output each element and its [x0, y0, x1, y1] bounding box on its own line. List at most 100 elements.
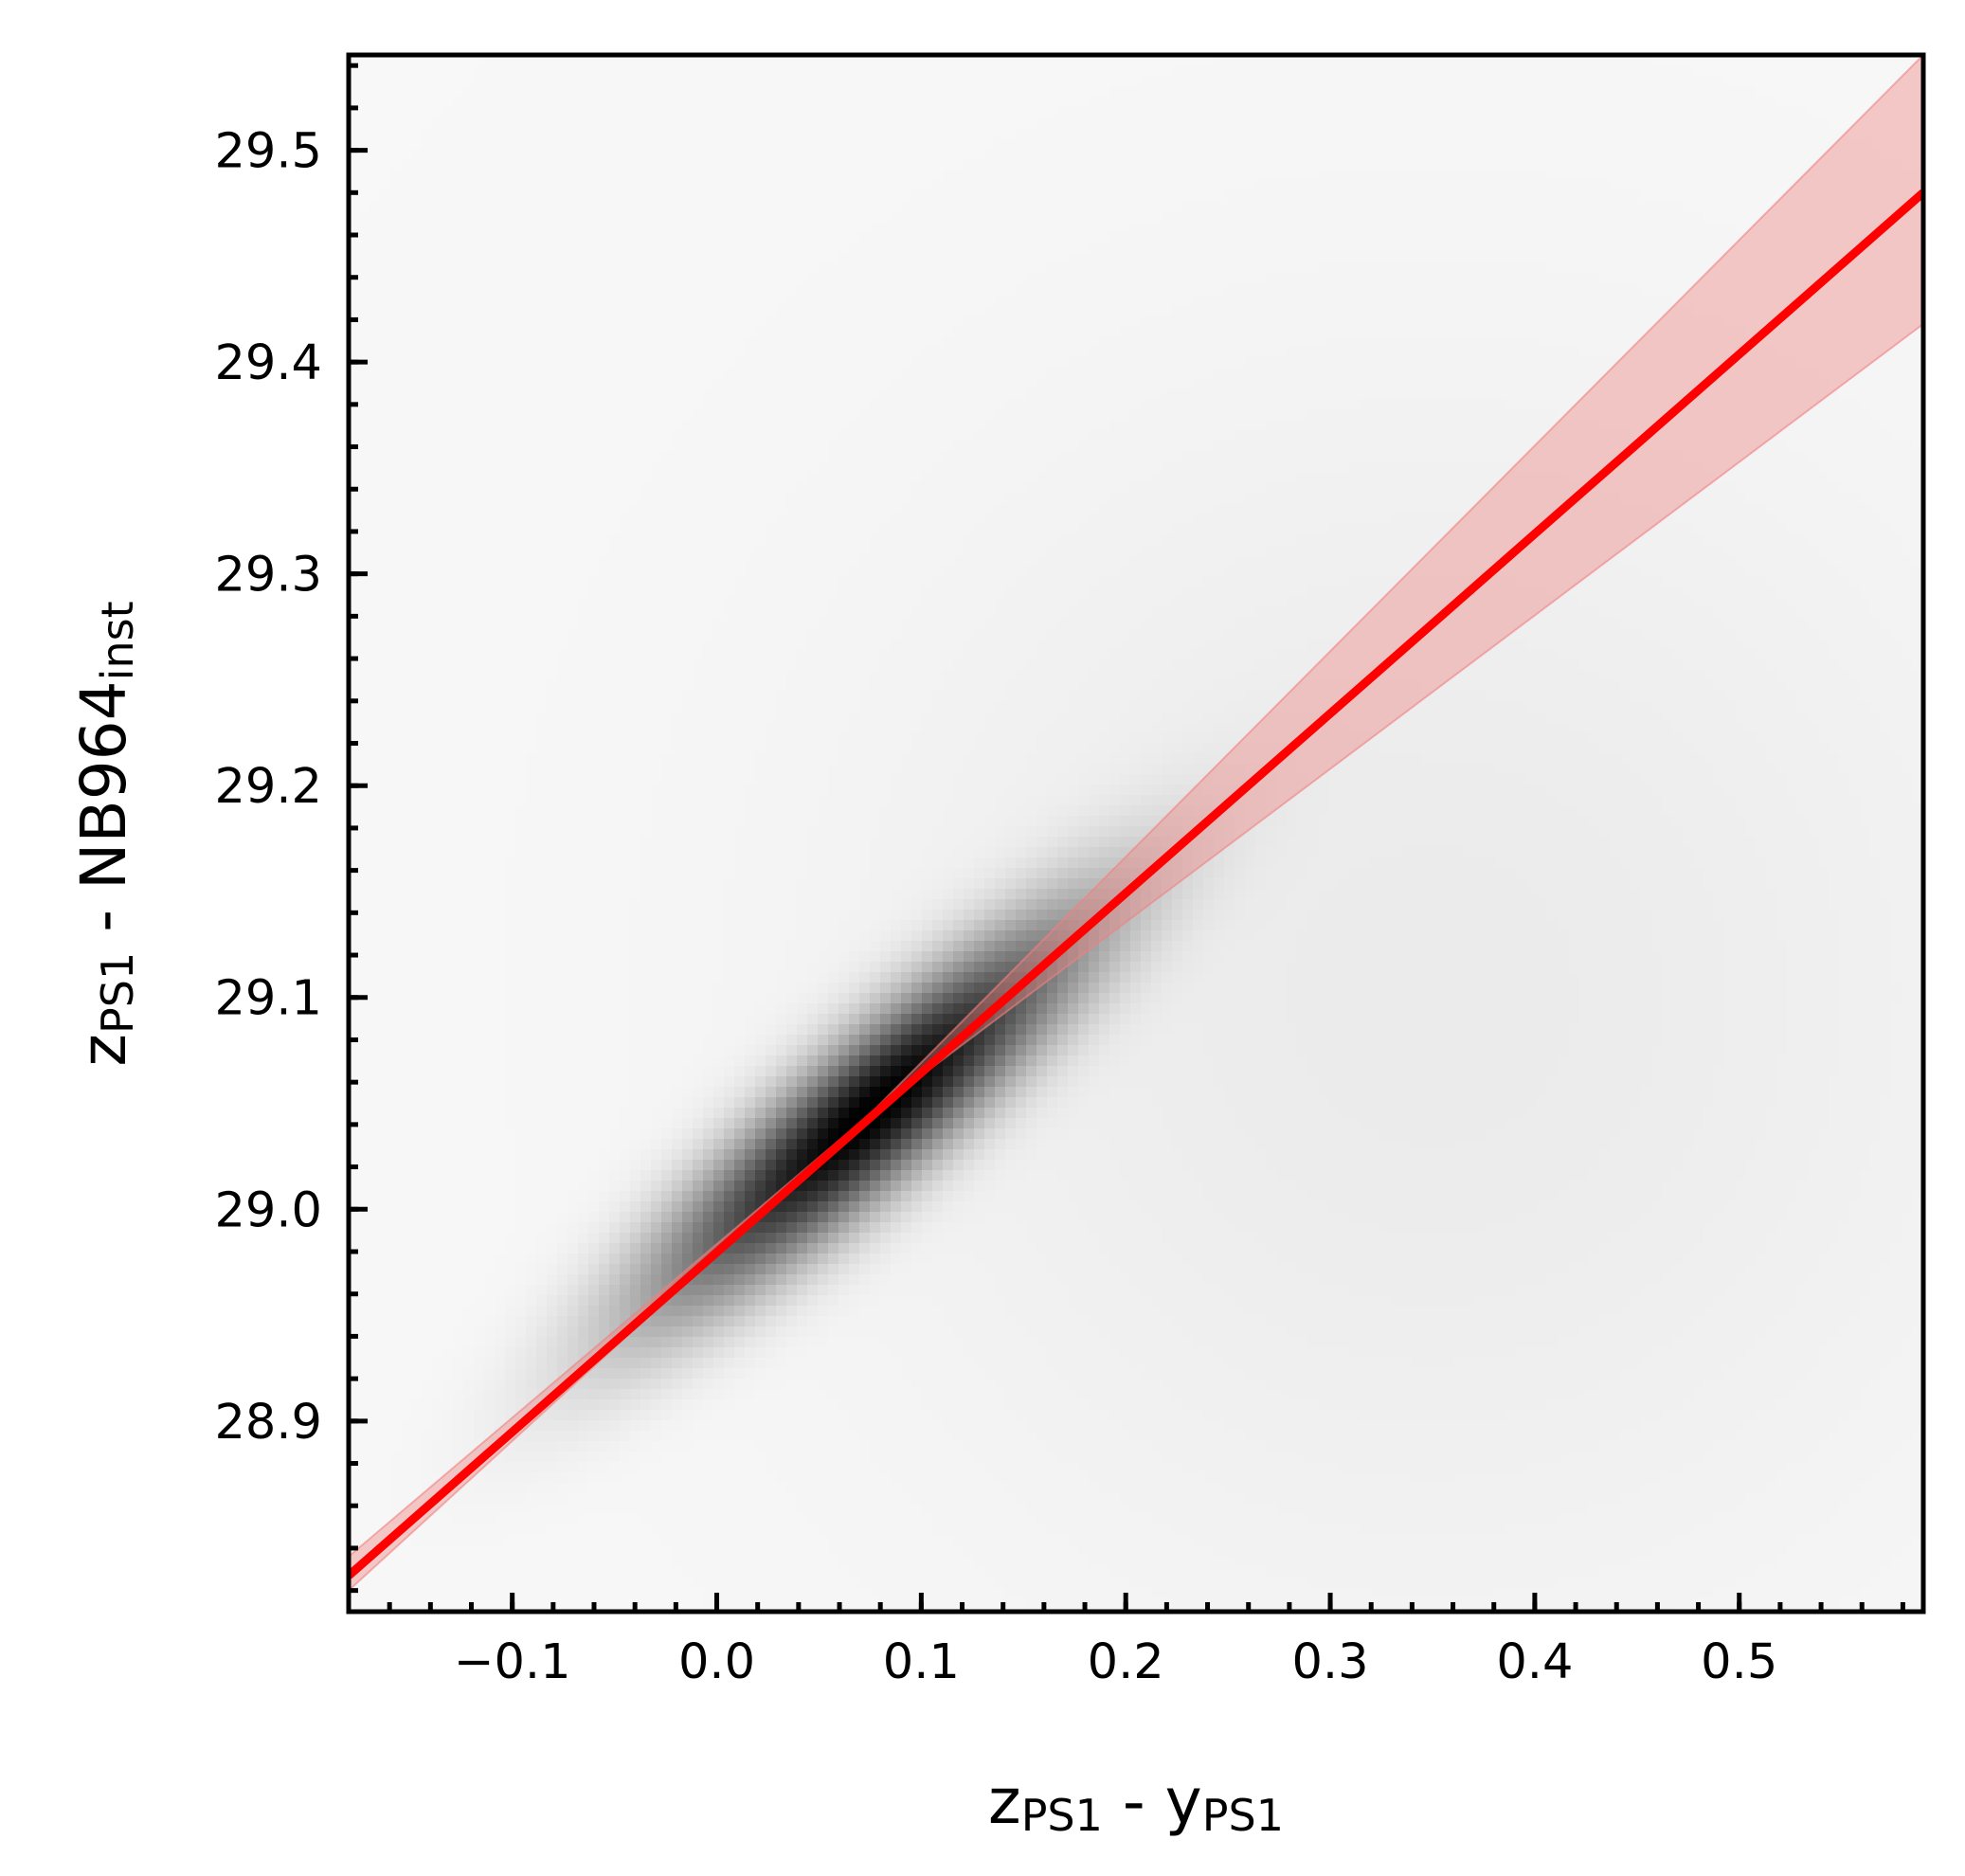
heatmap-cell: [1360, 232, 1371, 244]
heatmap-cell: [1005, 86, 1017, 98]
heatmap-cell: [1547, 368, 1559, 379]
heatmap-cell: [442, 263, 454, 275]
heatmap-cell: [484, 243, 496, 254]
heatmap-cell: [1464, 149, 1475, 160]
heatmap-cell: [1537, 326, 1548, 337]
heatmap-cell: [1849, 107, 1861, 118]
heatmap-cell: [1162, 222, 1173, 233]
heatmap-cell: [495, 76, 506, 87]
heatmap-cell: [620, 76, 631, 87]
heatmap-cell: [849, 159, 860, 171]
heatmap-cell: [1005, 274, 1017, 285]
heatmap-cell: [1526, 326, 1538, 337]
heatmap-cell: [1109, 107, 1121, 118]
heatmap-cell: [943, 336, 954, 348]
heatmap-cell: [901, 76, 912, 87]
heatmap-cell: [1672, 190, 1684, 202]
heatmap-cell: [1651, 117, 1663, 129]
heatmap-cell: [661, 243, 673, 254]
heatmap-cell: [1297, 180, 1308, 191]
heatmap-cell: [755, 368, 766, 379]
heatmap-cell: [1151, 117, 1163, 129]
heatmap-cell: [1214, 149, 1225, 160]
heatmap-cell: [1047, 295, 1058, 306]
heatmap-cell: [401, 201, 412, 212]
heatmap-cell: [703, 65, 714, 77]
heatmap-cell: [1474, 201, 1486, 212]
heatmap-cell: [661, 263, 673, 275]
heatmap-cell: [484, 76, 496, 87]
heatmap-cell: [1245, 65, 1256, 77]
heatmap-cell: [1453, 357, 1465, 369]
heatmap-cell: [1151, 388, 1163, 400]
heatmap-cell: [1443, 170, 1454, 181]
heatmap-cell: [849, 138, 860, 150]
heatmap-cell: [818, 347, 829, 358]
heatmap-cell: [786, 284, 798, 296]
heatmap-cell: [713, 86, 725, 98]
heatmap-cell: [943, 107, 954, 118]
heatmap-cell: [1589, 253, 1600, 264]
heatmap-cell: [766, 295, 777, 306]
heatmap-cell: [1182, 117, 1194, 129]
heatmap-cell: [380, 65, 391, 77]
heatmap-cell: [1193, 149, 1204, 160]
heatmap-cell: [1287, 316, 1298, 327]
heatmap-cell: [807, 263, 819, 275]
heatmap-cell: [776, 138, 787, 150]
heatmap-cell: [557, 117, 568, 129]
heatmap-cell: [1401, 326, 1413, 337]
heatmap-cell: [953, 76, 964, 87]
heatmap-cell: [1057, 274, 1069, 285]
heatmap-cell: [953, 295, 964, 306]
heatmap-cell: [734, 295, 746, 306]
heatmap-cell: [1266, 326, 1277, 337]
heatmap-cell: [1547, 117, 1559, 129]
heatmap-cell: [1860, 76, 1871, 87]
heatmap-cell: [1380, 201, 1392, 212]
heatmap-cell: [411, 190, 423, 202]
heatmap-cell: [1620, 159, 1631, 171]
heatmap-cell: [1099, 211, 1110, 223]
heatmap-cell: [901, 232, 912, 244]
heatmap-cell: [1172, 274, 1183, 285]
heatmap-cell: [1130, 357, 1142, 369]
heatmap-cell: [693, 211, 704, 223]
heatmap-cell: [1401, 232, 1413, 244]
heatmap-cell: [1287, 274, 1298, 285]
heatmap-cell: [838, 128, 850, 139]
heatmap-cell: [1339, 253, 1350, 264]
heatmap-cell: [1599, 149, 1611, 160]
heatmap-cell: [724, 284, 735, 296]
heatmap-cell: [1005, 336, 1017, 348]
heatmap-cell: [672, 149, 683, 160]
heatmap-cell: [1433, 211, 1444, 223]
heatmap-cell: [1599, 76, 1611, 87]
heatmap-cell: [849, 180, 860, 191]
heatmap-cell: [1224, 326, 1235, 337]
heatmap-cell: [1307, 316, 1319, 327]
heatmap-cell: [943, 263, 954, 275]
heatmap-cell: [1401, 76, 1413, 87]
heatmap-cell: [1495, 243, 1506, 254]
heatmap-cell: [1589, 211, 1600, 223]
heatmap-cell: [453, 138, 464, 150]
heatmap-cell: [1401, 274, 1413, 285]
heatmap-cell: [1547, 295, 1559, 306]
heatmap-cell: [557, 357, 568, 369]
heatmap-cell: [1266, 180, 1277, 191]
heatmap-cell: [1391, 201, 1402, 212]
heatmap-cell: [745, 295, 756, 306]
heatmap-cell: [859, 107, 871, 118]
heatmap-cell: [1422, 357, 1433, 369]
heatmap-cell: [390, 305, 402, 316]
heatmap-cell: [995, 117, 1006, 129]
heatmap-cell: [797, 284, 808, 296]
heatmap-cell: [859, 243, 871, 254]
heatmap-cell: [1360, 65, 1371, 77]
heatmap-cell: [1537, 388, 1548, 400]
heatmap-cell: [536, 274, 548, 285]
heatmap-cell: [484, 170, 496, 181]
heatmap-cell: [755, 263, 766, 275]
heatmap-cell: [505, 295, 516, 306]
